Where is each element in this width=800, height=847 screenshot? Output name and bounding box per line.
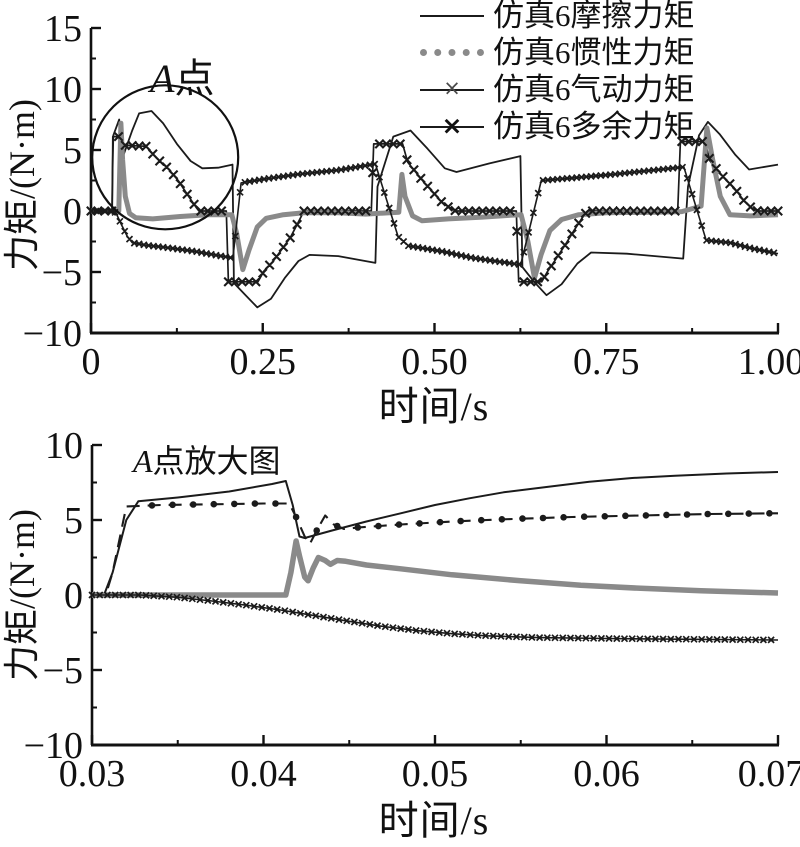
x-tick-label: 0.07 bbox=[738, 753, 800, 795]
a-point-circle-annotation bbox=[91, 84, 240, 231]
zoom_A-series-friction-line bbox=[92, 471, 779, 596]
zoom_A-series-aero-dot-marker bbox=[539, 514, 547, 522]
x-tick-label: 0.06 bbox=[573, 753, 640, 795]
y-tick-label: 0 bbox=[63, 191, 82, 233]
zoom_A-series-redundant-line bbox=[92, 594, 779, 641]
zoom_A-series-aero-dot-marker bbox=[272, 500, 279, 507]
x-marker-line-sample-icon: × bbox=[420, 76, 484, 102]
zoom_A-series-aero-dot-marker bbox=[642, 512, 650, 519]
zoom_A-series-aero-dot-marker bbox=[375, 522, 382, 530]
zoom_A-series-aero-dot-marker bbox=[210, 500, 218, 508]
zoom_A-series-aero-dot-marker bbox=[725, 510, 732, 518]
zoom_A-series-aero-dot-marker bbox=[189, 501, 197, 508]
legend-item-aero: × 仿真6气动力矩 bbox=[420, 71, 695, 108]
zoom_A-series-aero-dot-marker bbox=[683, 511, 691, 518]
zoom_A-series-aero-dot-marker bbox=[560, 514, 567, 521]
annotation-a-point: A点 bbox=[150, 56, 215, 101]
overview-series-aero-line bbox=[91, 135, 778, 283]
y-tick-label: 5 bbox=[63, 130, 82, 172]
legend-item-redundant: × 仿真6多余力矩 bbox=[420, 108, 695, 145]
zoom_A-series-aero-dot-marker bbox=[622, 512, 629, 520]
x-tick-label: 0 bbox=[82, 341, 101, 383]
legend-label: 仿真6气动力矩 bbox=[493, 72, 695, 107]
legend-label: 仿真6惯性力矩 bbox=[493, 35, 695, 70]
x-tick-label: 0.25 bbox=[230, 341, 297, 383]
zoom_A-series-aero-dot-marker bbox=[416, 520, 423, 527]
zoom_A-series-aero-dot-marker bbox=[704, 510, 711, 518]
x-tick-label: 1.00 bbox=[738, 341, 800, 383]
zoom_A-series-aero-dot-marker bbox=[498, 516, 506, 523]
zoom_A-series-aero-dot-marker bbox=[333, 522, 341, 530]
zoom_A-series-aero-dot-marker bbox=[292, 513, 300, 521]
x-tick-label: 0.05 bbox=[402, 753, 469, 795]
zoom_A-series-aero-dot-marker bbox=[231, 500, 238, 508]
thin-solid-line-sample-icon bbox=[420, 4, 484, 28]
y-tick-label: 0 bbox=[64, 575, 83, 617]
zoom_A-series-aero-dot-marker bbox=[169, 501, 176, 509]
top-x-axis-title: 时间/s bbox=[378, 384, 490, 429]
bold-x-marker-line-sample-icon: × bbox=[420, 111, 484, 140]
x-tick-label: 0.50 bbox=[401, 341, 468, 383]
overview-series-friction-line bbox=[91, 110, 779, 309]
y-tick-label: −5 bbox=[43, 650, 83, 692]
y-tick-label: −10 bbox=[24, 725, 83, 767]
bottom-y-axis-title: 力矩/(N·m) bbox=[2, 509, 42, 681]
zoom_A-series-inertia-line bbox=[92, 538, 779, 598]
y-tick-label: 10 bbox=[44, 69, 82, 111]
legend: 仿真6摩擦力矩 仿真6惯性力矩 × 仿真6气动力矩 × 仿真6多余力矩 bbox=[420, 0, 695, 145]
y-tick-label: −5 bbox=[42, 252, 82, 294]
zoom_A-series-aero-dot-marker bbox=[354, 524, 362, 531]
zoom_A-series-aero-dot-marker bbox=[251, 500, 259, 507]
y-tick-label: 5 bbox=[64, 500, 83, 542]
zoom_A-series-aero-dot-marker bbox=[745, 510, 753, 517]
zoom_A-series-aero-dot-marker bbox=[313, 527, 321, 534]
legend-item-friction: 仿真6摩擦力矩 bbox=[420, 0, 695, 34]
zoom_A-series-aero-dot-marker bbox=[580, 513, 588, 520]
zoom_A-series-aero-dot-marker bbox=[478, 516, 485, 524]
y-tick-label: 15 bbox=[44, 8, 82, 50]
legend-item-inertia: 仿真6惯性力矩 bbox=[420, 34, 695, 71]
zoom_A-series-aero-dot-marker bbox=[519, 515, 526, 522]
legend-label: 仿真6多余力矩 bbox=[493, 109, 695, 144]
zoom_A-series-aero-dot-marker bbox=[148, 502, 156, 509]
zoom_A-series-aero-line bbox=[92, 502, 779, 597]
zoom_A-series-aero-dot-marker bbox=[601, 513, 609, 520]
zoom_A-series-aero-dot-marker bbox=[663, 511, 670, 519]
zoom_A-series-aero-dot-marker bbox=[457, 517, 465, 525]
zoom_A-series-aero-dot-marker bbox=[436, 518, 444, 526]
top-y-axis-title: 力矩/(N·m) bbox=[2, 99, 42, 271]
zoom_A-series-aero-dot-marker bbox=[766, 510, 773, 517]
y-tick-label: −10 bbox=[23, 313, 82, 355]
bottom-x-axis-title: 时间/s bbox=[378, 798, 490, 843]
x-tick-label: 0.03 bbox=[59, 753, 126, 795]
x-tick-label: 0.04 bbox=[230, 753, 297, 795]
x-tick-label: 0.75 bbox=[573, 341, 640, 383]
zoom_A-series-aero-dot-marker bbox=[395, 521, 403, 528]
overview-series-redundant-markers bbox=[87, 160, 778, 269]
legend-label: 仿真6摩擦力矩 bbox=[493, 0, 695, 33]
thick-gray-dotted-line-sample-icon bbox=[420, 41, 484, 65]
annotation-a-zoom-title: A点放大图 bbox=[133, 443, 281, 479]
y-tick-label: 10 bbox=[45, 425, 83, 467]
zoom_A-series-redundant-markers bbox=[88, 591, 775, 644]
